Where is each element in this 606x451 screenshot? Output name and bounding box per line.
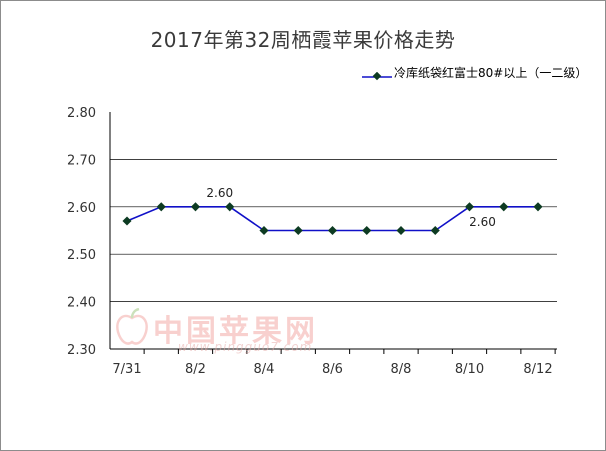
- data-point: [293, 225, 303, 236]
- chart-legend: 冷库纸袋红富士80#以上（一二级）: [358, 66, 590, 96]
- data-label: 2.60: [469, 215, 496, 229]
- data-label: 2.60: [206, 186, 233, 200]
- x-tick-label: 8/10: [455, 362, 484, 377]
- data-point: [464, 202, 475, 212]
- data-point: [190, 202, 201, 212]
- y-tick-label: 2.30: [67, 343, 96, 358]
- x-tick-label: 8/4: [254, 362, 275, 377]
- x-tick-label: 7/31: [112, 362, 141, 377]
- data-point: [362, 225, 372, 236]
- x-tick-label: 8/12: [523, 362, 552, 377]
- legend-label: 冷库纸袋红富士80#以上（一二级）: [394, 66, 588, 80]
- data-point: [225, 202, 235, 212]
- y-tick-label: 2.50: [67, 248, 96, 263]
- x-tick-label: 8/8: [391, 362, 412, 377]
- data-point: [430, 225, 440, 236]
- y-tick-label: 2.40: [67, 296, 96, 311]
- legend-line-swatch: [362, 72, 392, 81]
- data-point: [259, 225, 269, 236]
- data-point: [156, 202, 166, 212]
- data-point: [533, 202, 543, 212]
- chart-title: 2017年第32周栖霞苹果价格走势: [150, 28, 456, 52]
- x-tick-label: 8/2: [185, 362, 206, 377]
- watermark-cn: 中国苹果网: [153, 314, 318, 349]
- watermark: 中国苹果网 www.pingguo7.com: [113, 304, 343, 354]
- watermark-url: www.pingguo7.com: [178, 340, 313, 354]
- x-tick-label: 8/6: [322, 362, 343, 377]
- data-point: [327, 225, 338, 236]
- y-tick-label: 2.80: [67, 106, 96, 121]
- data-point: [122, 216, 132, 226]
- data-point: [499, 202, 509, 212]
- y-tick-label: 2.60: [67, 201, 96, 216]
- y-tick-label: 2.70: [67, 153, 96, 168]
- apple-logo-icon: [116, 308, 148, 345]
- data-point: [396, 225, 406, 236]
